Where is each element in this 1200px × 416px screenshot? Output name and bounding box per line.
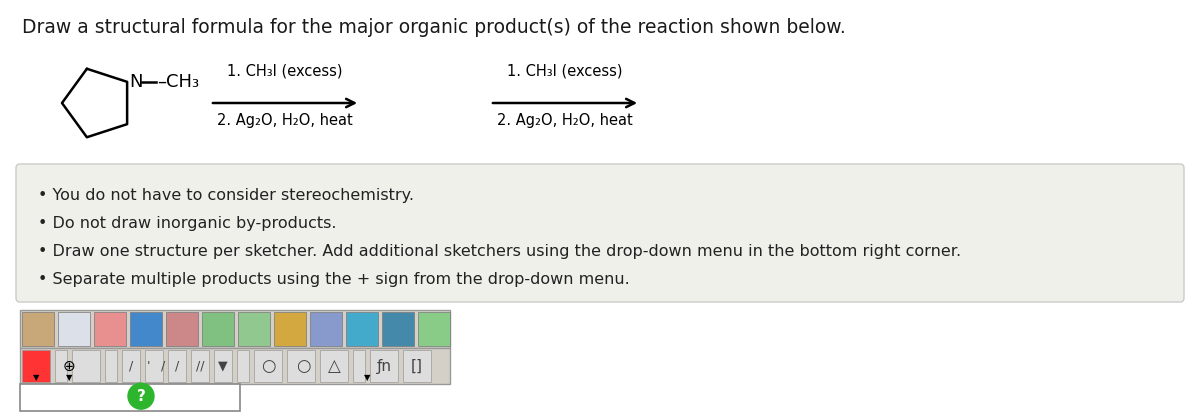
Text: ▼: ▼ [218,359,228,372]
Text: ○: ○ [295,357,311,375]
Bar [382,312,414,346]
Text: /: / [128,359,133,372]
Text: △: △ [328,357,341,375]
Text: 2. Ag₂O, H₂O, heat: 2. Ag₂O, H₂O, heat [217,113,353,128]
Circle shape [128,383,154,409]
Bar [106,350,118,382]
Bar [238,312,270,346]
Text: []: [] [410,359,424,374]
Text: N: N [130,73,143,91]
Bar [353,350,365,382]
Text: ⊕: ⊕ [62,359,76,374]
Bar [20,310,450,348]
Bar [254,350,282,382]
Text: /: / [175,359,179,372]
Bar [274,312,306,346]
FancyBboxPatch shape [16,164,1184,302]
Bar [20,384,240,411]
Text: –CH₃: –CH₃ [157,73,199,91]
Bar [130,312,162,346]
Bar [166,312,198,346]
Bar [310,312,342,346]
Bar [145,350,163,382]
Text: O: O [30,359,42,374]
Bar [370,350,398,382]
Text: ƒn: ƒn [377,359,391,374]
Bar [22,312,54,346]
Bar [238,350,250,382]
Bar [20,348,450,384]
Text: • Separate multiple products using the + sign from the drop-down menu.: • Separate multiple products using the +… [38,272,630,287]
Bar [72,350,100,382]
Text: 1. CH₃I (excess): 1. CH₃I (excess) [227,64,343,79]
Text: 2. Ag₂O, H₂O, heat: 2. Ag₂O, H₂O, heat [497,113,632,128]
Bar [22,350,50,382]
Bar [287,350,314,382]
Text: • Draw one structure per sketcher. Add additional sketchers using the drop-down : • Draw one structure per sketcher. Add a… [38,244,961,259]
Bar [418,312,450,346]
Text: ?: ? [137,389,145,404]
Bar [320,350,348,382]
Text: //: // [196,359,204,372]
Bar [55,350,67,382]
Bar [214,350,232,382]
Text: ▼: ▼ [66,374,72,382]
Bar [94,312,126,346]
Text: ○: ○ [260,357,275,375]
Bar [58,312,90,346]
Bar [202,312,234,346]
Bar [403,350,431,382]
Bar [191,350,209,382]
Bar [168,350,186,382]
Text: ▼: ▼ [364,374,371,382]
Bar [346,312,378,346]
Text: • You do not have to consider stereochemistry.: • You do not have to consider stereochem… [38,188,414,203]
Text: ': ' [148,359,151,372]
Text: Draw a structural formula for the major organic product(s) of the reaction shown: Draw a structural formula for the major … [22,18,846,37]
Text: • Do not draw inorganic by-products.: • Do not draw inorganic by-products. [38,216,336,231]
Text: /: / [161,359,166,372]
Text: 1. CH₃I (excess): 1. CH₃I (excess) [508,64,623,79]
Bar [122,350,140,382]
Text: ▼: ▼ [32,374,40,382]
